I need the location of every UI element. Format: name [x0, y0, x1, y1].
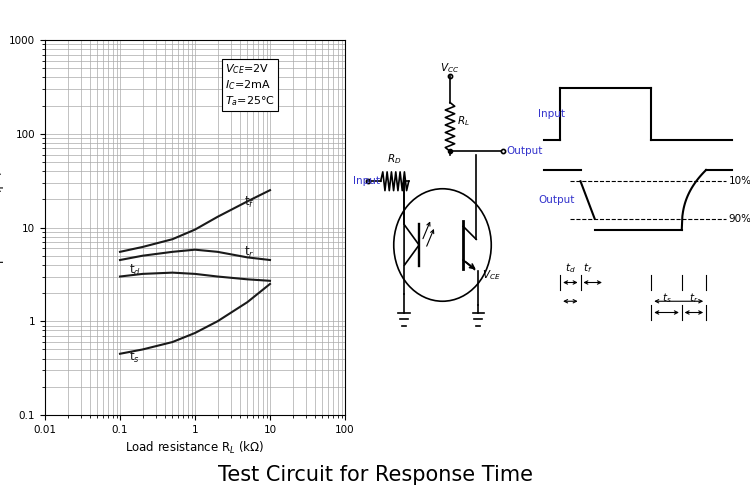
Text: Input: Input: [352, 176, 380, 186]
X-axis label: Load resistance R$_L$ (kΩ): Load resistance R$_L$ (kΩ): [125, 440, 265, 456]
Text: Output: Output: [538, 195, 574, 205]
Text: Test Circuit for Response Time: Test Circuit for Response Time: [217, 465, 532, 485]
Text: $t_d$: $t_d$: [565, 261, 576, 275]
Text: $V_{CE}$=2V
$I_C$=2mA
$T_a$=25°C: $V_{CE}$=2V $I_C$=2mA $T_a$=25°C: [225, 62, 275, 108]
Text: $V_{CC}$: $V_{CC}$: [440, 61, 460, 75]
Text: $R_D$: $R_D$: [386, 152, 401, 166]
Text: $t_f$: $t_f$: [583, 261, 592, 275]
Text: t$_r$: t$_r$: [244, 244, 254, 260]
Text: t$_d$: t$_d$: [128, 263, 140, 278]
Text: 90%: 90%: [728, 214, 750, 224]
Polygon shape: [404, 224, 419, 266]
Text: 10%: 10%: [728, 176, 750, 186]
Text: $t_s$: $t_s$: [662, 291, 671, 305]
Y-axis label: Response time (μs): Response time (μs): [0, 170, 4, 284]
Text: Input: Input: [538, 109, 565, 118]
Ellipse shape: [394, 188, 491, 301]
Text: $V_{CE}$: $V_{CE}$: [482, 268, 500, 282]
Text: t$_f$: t$_f$: [244, 195, 255, 210]
Text: t$_s$: t$_s$: [128, 350, 140, 364]
Text: Output: Output: [506, 146, 542, 156]
Text: $R_L$: $R_L$: [457, 114, 470, 128]
Text: $t_r$: $t_r$: [689, 291, 698, 305]
